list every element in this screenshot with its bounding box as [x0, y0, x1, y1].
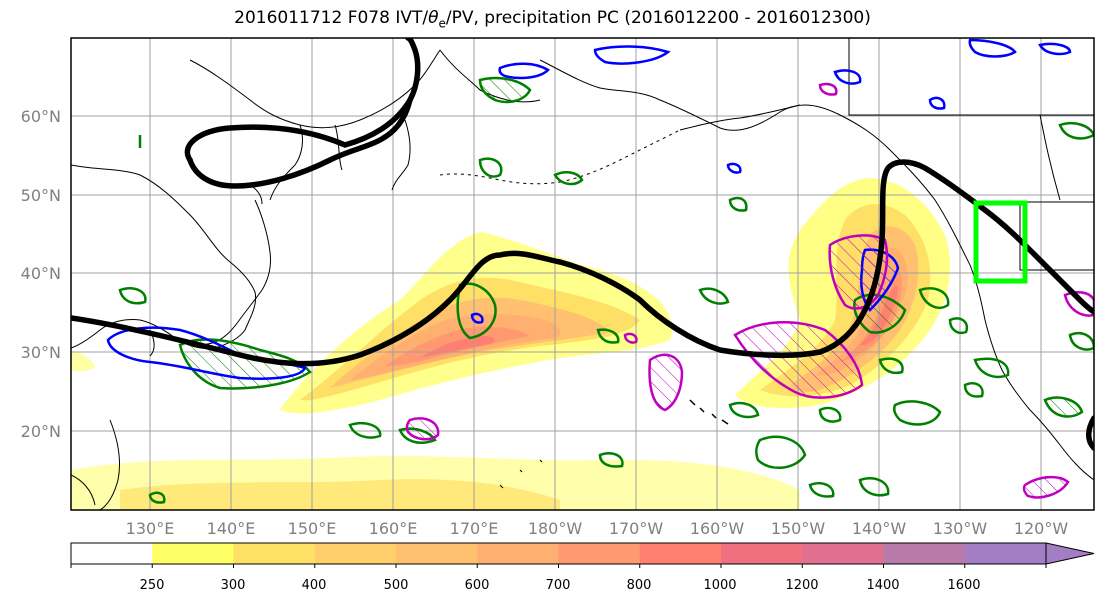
- colorbar-label: 500: [384, 578, 409, 593]
- colorbar-label: 700: [546, 578, 571, 593]
- coastlines: [71, 38, 1094, 510]
- latitude-labels: 60°N 50°N 40°N 30°N 20°N: [21, 107, 61, 441]
- colorbar-cell: [233, 543, 316, 564]
- lat-label: 30°N: [21, 343, 61, 362]
- colorbar-arrow-outline: [1045, 542, 1095, 565]
- colorbar-label: 1000: [703, 578, 736, 593]
- pv-contour: [71, 38, 1094, 451]
- colorbar-label: 1400: [866, 578, 899, 593]
- lon-label: 130°E: [126, 519, 175, 538]
- colorbar-cell: [883, 543, 966, 564]
- colorbar-cell: [964, 543, 1047, 564]
- colorbar-label: 800: [627, 578, 652, 593]
- colorbar: 250 300 400 500 600 700 800 1000 1200 14…: [70, 542, 1095, 593]
- longitude-labels: 130°E 140°E 150°E 160°E 170°E 180°W 170°…: [126, 519, 1069, 538]
- colorbar-cell: [721, 543, 803, 564]
- colorbar-labels: 250 300 400 500 600 700 800 1000 1200 14…: [140, 578, 981, 593]
- colorbar-cell: [477, 543, 559, 564]
- lon-label: 170°W: [609, 519, 664, 538]
- colorbar-label: 250: [140, 578, 165, 593]
- lon-label: 170°E: [450, 519, 499, 538]
- lon-label: 140°W: [852, 519, 907, 538]
- lon-label: 150°E: [288, 519, 337, 538]
- map-title: 2016011712 F078 IVT/θe/PV, precipitation…: [234, 8, 871, 31]
- colorbar-cell: [558, 543, 641, 564]
- lat-label: 50°N: [21, 186, 61, 205]
- target-region-box: [973, 200, 1028, 284]
- colorbar-cell: [802, 543, 884, 564]
- lat-label: 40°N: [21, 264, 61, 283]
- colorbar-label: 600: [465, 578, 490, 593]
- lon-label: 120°W: [1014, 519, 1069, 538]
- lon-label: 160°W: [690, 519, 745, 538]
- colorbar-label: 1600: [947, 578, 980, 593]
- colorbar-cell: [639, 543, 722, 564]
- colorbar-extend-arrow: [1046, 543, 1094, 564]
- colorbar-ticks: [70, 564, 1047, 568]
- colorbar-cells: [71, 543, 1047, 564]
- colorbar-cell: [152, 543, 234, 564]
- colorbar-cell: [71, 543, 153, 564]
- lat-label: 60°N: [21, 107, 61, 126]
- colorbar-label: 1200: [785, 578, 818, 593]
- colorbar-label: 300: [221, 578, 246, 593]
- lon-label: 150°W: [771, 519, 826, 538]
- colorbar-cell: [314, 543, 397, 564]
- colorbar-cell: [396, 543, 478, 564]
- lon-label: 160°E: [369, 519, 418, 538]
- lon-label: 140°E: [207, 519, 256, 538]
- lat-label: 20°N: [21, 422, 61, 441]
- map-frame: [70, 37, 1095, 511]
- lon-label: 130°W: [933, 519, 988, 538]
- colorbar-label: 400: [302, 578, 327, 593]
- lon-label: 180°W: [528, 519, 583, 538]
